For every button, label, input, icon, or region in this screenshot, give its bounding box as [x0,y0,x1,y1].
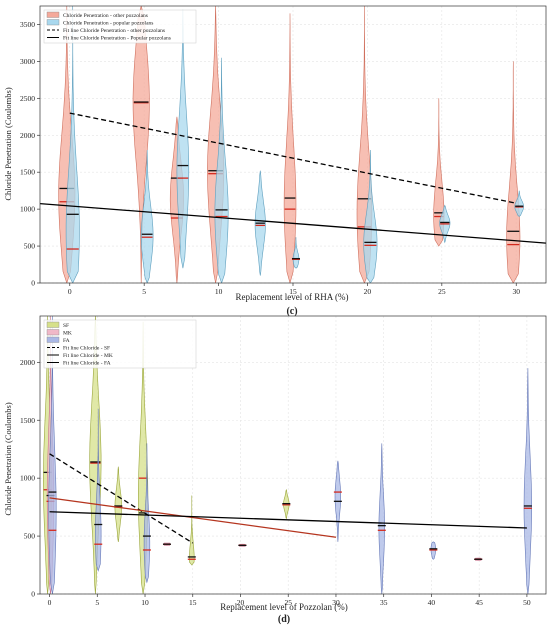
violin-body [176,9,190,269]
x-tick-label: 20 [237,598,245,607]
fit-line [49,453,194,544]
x-tick-label: 10 [141,598,149,607]
x-tick-label: 30 [512,287,520,296]
legend-label: MK [63,331,72,337]
chart-panel-c: (c) Replacement level of RHA (%) Chlorid… [3,5,547,317]
violin-body [95,408,102,572]
y-tick-label: 2500 [20,94,35,103]
legend-label: FA [63,338,70,344]
fit-line [40,202,546,244]
legend-label: Fit line Chloride - FA [63,361,111,367]
panel-d-y-axis-label: Chloride Penetration (Coulombs) [3,402,13,515]
violin-body [140,149,154,283]
violin-body [363,149,378,283]
violin-body [283,13,297,283]
legend-swatch [46,336,60,343]
legend-label: Fit line Chloride - SF [63,346,110,352]
violin-body [114,466,122,542]
violin-body [132,6,150,283]
x-tick-label: 30 [332,598,340,607]
y-tick-label: 500 [24,242,36,251]
x-tick-label: 0 [48,598,52,607]
legend-label: Fit line Chloride Penetration - other po… [63,28,165,34]
y-tick-label: 3000 [20,57,35,66]
x-tick-label: 5 [142,287,146,296]
y-tick-label: 1000 [20,474,35,483]
legend-label: Chloride Penetration - popular pozzolans [63,21,153,27]
x-tick-label: 50 [523,598,531,607]
y-tick-label: 500 [24,532,36,541]
y-tick-label: 0 [31,279,35,288]
legend-swatch [46,19,60,26]
legend-label: SF [63,323,69,329]
y-tick-label: 3500 [20,20,35,29]
y-tick-label: 2000 [20,358,35,367]
y-tick-label: 2000 [20,131,35,140]
violin-body [523,368,533,594]
plot-area-c [40,6,546,283]
legend-label: Fit line Chloride - MK [63,353,113,359]
violin-body [189,495,195,566]
violin-body [514,190,525,217]
legend-swatch [46,321,60,328]
x-tick-label: 10 [215,287,223,296]
x-tick-label: 0 [68,287,72,296]
x-tick-label: 15 [189,598,197,607]
panel-d-label: (d) [278,614,290,625]
y-tick-label: 0 [31,590,35,599]
legend-label: Chloride Penetration - other pozzolans [63,13,148,19]
y-tick-label: 1500 [20,416,35,425]
panel-c-label: (c) [286,306,297,317]
x-tick-label: 15 [289,287,297,296]
y-tick-label: 1000 [20,205,35,214]
violin-body [433,98,445,247]
x-tick-label: 5 [95,598,99,607]
x-tick-label: 40 [428,598,436,607]
y-tick-label: 1500 [20,168,35,177]
fit-line [49,511,527,529]
legend-box [43,9,197,44]
legend-swatch [46,11,60,18]
violin-body [292,237,300,269]
x-tick-label: 25 [284,598,292,607]
panel-c-y-axis-label: Chloride Penetration (Coulombs) [3,87,13,200]
plot-frame [39,315,547,595]
violin-body [378,443,385,594]
legend-box [43,319,197,369]
fit-line [49,497,337,538]
chart-panel-d: (d) Replacement level of Pozzolan (%) Ch… [3,315,547,625]
violin-body [214,57,229,283]
x-tick-label: 25 [438,287,446,296]
fit-line [69,112,517,204]
legend-label: Fit line Chloride Penetration - Popular … [63,36,171,42]
legend-swatch [46,329,60,336]
panel-c-x-axis-label: Replacement level of RHA (%) [236,292,349,302]
x-tick-label: 45 [475,598,483,607]
x-tick-label: 20 [364,287,372,296]
x-tick-label: 35 [380,598,388,607]
plot-area-d [42,316,533,594]
panel-d-x-axis-label: Replacement level of Pozzolan (%) [220,602,347,612]
